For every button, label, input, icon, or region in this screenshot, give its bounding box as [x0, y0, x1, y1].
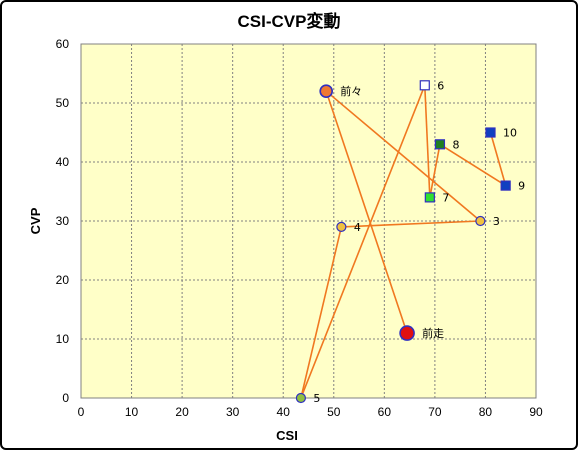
- y-tick-label: 0: [62, 391, 69, 405]
- data-point-label: 3: [493, 215, 500, 228]
- data-point: [419, 80, 430, 91]
- data-point: [295, 392, 307, 404]
- series-segment: [300, 85, 426, 399]
- series-line: [300, 85, 507, 399]
- plot-area: [81, 44, 536, 398]
- x-tick-label: 80: [479, 405, 493, 419]
- y-tick-label: 60: [56, 37, 70, 51]
- series-segment: [423, 85, 431, 198]
- data-point: [399, 325, 415, 341]
- data-point: [434, 139, 446, 150]
- data-point-label: 7: [442, 191, 449, 204]
- data-point: [336, 221, 347, 232]
- series-segment: [300, 226, 343, 399]
- y-tick-label: 40: [56, 155, 70, 169]
- data-point-label: 8: [452, 138, 459, 151]
- chart-title: CSI-CVP変動: [238, 11, 341, 31]
- data-point-label: 4: [354, 221, 361, 234]
- x-axis-title: CSI: [276, 428, 298, 443]
- series-segment: [429, 144, 441, 198]
- data-point-label: 6: [437, 79, 444, 92]
- y-tick-label: 30: [56, 214, 70, 228]
- x-axis-ticks: 0 10 20 30 40 50 60 70 80 90: [78, 405, 543, 419]
- series-segment: [325, 90, 408, 334]
- data-point-label: 5: [313, 392, 320, 405]
- y-tick-label: 10: [56, 332, 70, 346]
- x-tick-label: 20: [175, 405, 189, 419]
- x-tick-label: 90: [529, 405, 543, 419]
- data-point: [424, 192, 435, 203]
- data-point-label: 10: [503, 127, 517, 140]
- y-axis-ticks: 0 10 20 30 40 50 60: [56, 37, 70, 405]
- series-segment: [489, 132, 507, 186]
- data-point: [485, 127, 496, 138]
- series-segment: [325, 90, 481, 222]
- plot-border: [80, 43, 537, 399]
- x-tick-label: 70: [428, 405, 442, 419]
- x-tick-label: 40: [277, 405, 291, 419]
- x-tick-label: 60: [378, 405, 392, 419]
- y-axis-title: CVP: [28, 207, 43, 234]
- data-point: [475, 215, 486, 227]
- series-segment: [439, 143, 507, 187]
- data-point-label: 前走: [422, 326, 444, 340]
- data-point-label: 前々: [340, 84, 362, 98]
- data-points: [295, 80, 511, 404]
- x-tick-label: 50: [327, 405, 341, 419]
- x-tick-label: 10: [125, 405, 139, 419]
- x-tick-label: 0: [78, 405, 85, 419]
- y-tick-label: 50: [56, 96, 70, 110]
- data-point: [319, 84, 333, 98]
- y-tick-label: 20: [56, 273, 70, 287]
- data-point-labels: 前走 前々 3 4 5 6 7 8 9 10: [313, 79, 525, 405]
- x-tick-label: 30: [226, 405, 240, 419]
- series-segment: [341, 220, 481, 228]
- data-point: [500, 180, 511, 191]
- data-point-label: 9: [518, 180, 525, 193]
